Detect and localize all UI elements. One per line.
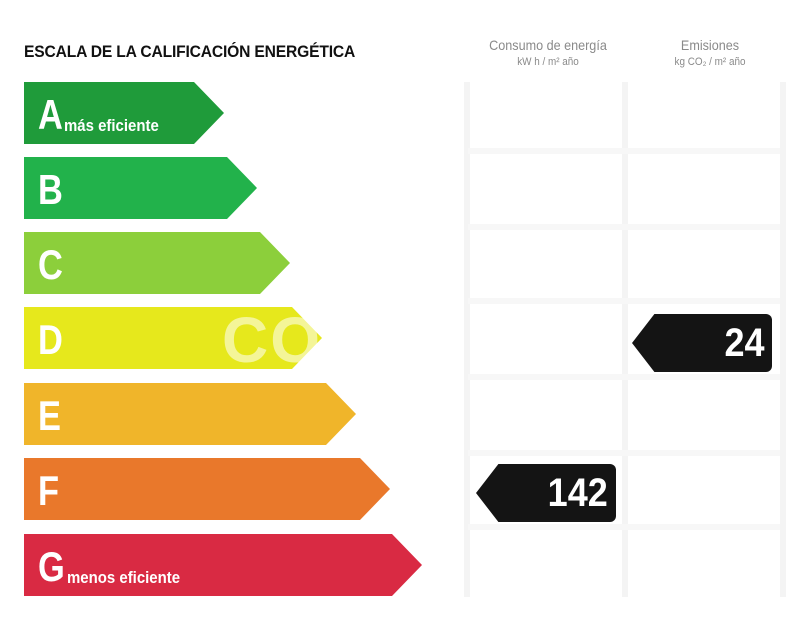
grid-divider — [780, 82, 786, 597]
label-title: ESCALA DE LA CALIFICACIÓN ENERGÉTICA — [24, 42, 356, 61]
consumo-value: 142 — [547, 470, 608, 515]
grid-divider — [468, 298, 780, 304]
class-letter: C — [38, 241, 63, 288]
column-header-emisiones: Emisiones kg CO₂ / m² año — [630, 36, 790, 70]
consumo-rating-arrow: 142 — [476, 464, 616, 522]
grid-divider — [464, 82, 470, 597]
class-letter: B — [38, 166, 63, 213]
column-unit-emisiones: kg CO₂ / m² año — [674, 56, 746, 68]
column-unit-consumo: kW h / m² año — [517, 56, 579, 68]
grid-divider — [468, 224, 780, 230]
class-letter: E — [38, 392, 61, 439]
class-letter: A — [38, 91, 63, 138]
watermark-text: CO — [222, 304, 322, 376]
class-bar-e: E — [24, 383, 356, 445]
class-bar-a: A más eficiente — [24, 82, 224, 144]
class-bar-c: C — [24, 232, 290, 294]
class-note: menos eficiente — [66, 568, 180, 587]
column-title-consumo: Consumo de energía — [489, 37, 607, 53]
grid-divider — [468, 374, 780, 380]
class-letter: F — [38, 467, 60, 514]
emisiones-value: 24 — [723, 320, 764, 365]
class-letter: D — [38, 316, 63, 363]
column-title-emisiones: Emisiones — [680, 37, 740, 53]
class-bar-g: G menos eficiente — [24, 534, 422, 596]
column-header-consumo: Consumo de energía kW h / m² año — [468, 36, 628, 70]
emisiones-rating-arrow: 24 — [632, 314, 772, 372]
grid-divider — [468, 524, 780, 530]
class-bar-d: D — [24, 307, 322, 369]
class-bar-b: B — [24, 157, 257, 219]
grid-divider — [468, 148, 780, 154]
grid-divider — [468, 450, 780, 456]
grid-divider — [622, 82, 628, 597]
class-note: más eficiente — [64, 116, 160, 135]
class-letter: G — [38, 543, 65, 590]
class-bar-f: F — [24, 458, 390, 520]
